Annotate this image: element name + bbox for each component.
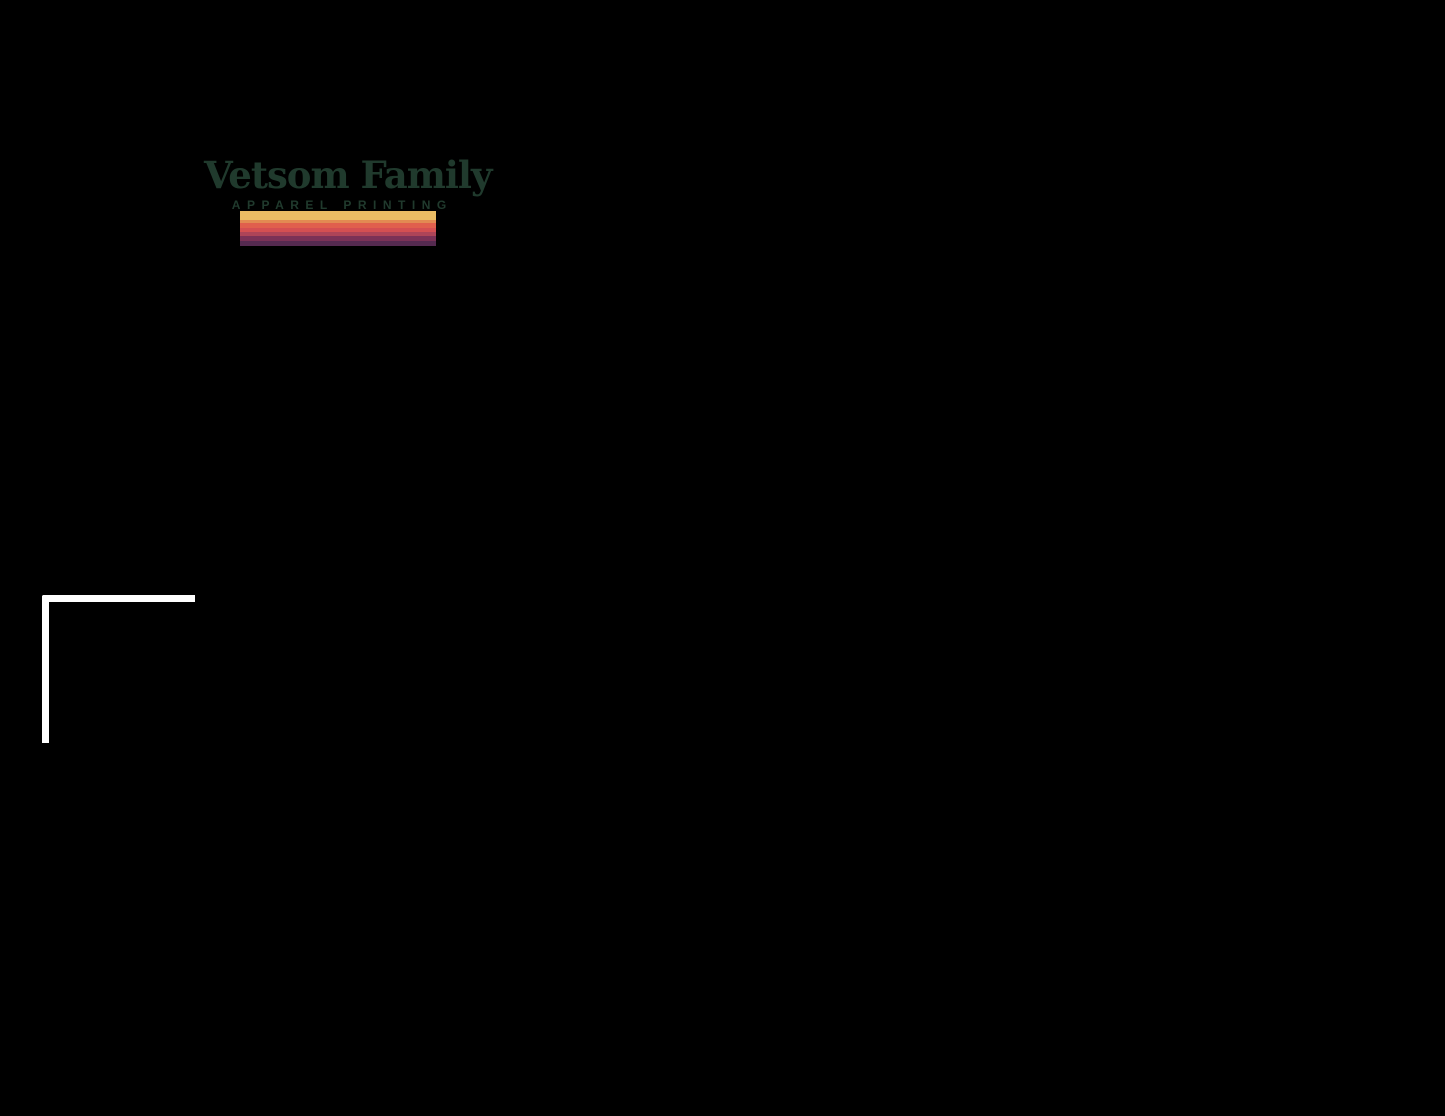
logo-stripe-dark-purple [240,241,436,246]
logo-subtitle: APPAREL PRINTING [231,198,453,212]
logo-stripe-plum [240,236,436,241]
logo-stripe-orange [240,220,436,223]
logo-stripe-salmon [240,223,436,228]
logo-stripes [240,211,436,246]
logo-stripe-red [240,228,436,232]
logo-title: Vetsom Family [204,153,492,197]
logo-stripe-gold [240,211,436,220]
logo-stripe-crimson [240,232,436,236]
corner-bracket-icon [42,595,195,743]
